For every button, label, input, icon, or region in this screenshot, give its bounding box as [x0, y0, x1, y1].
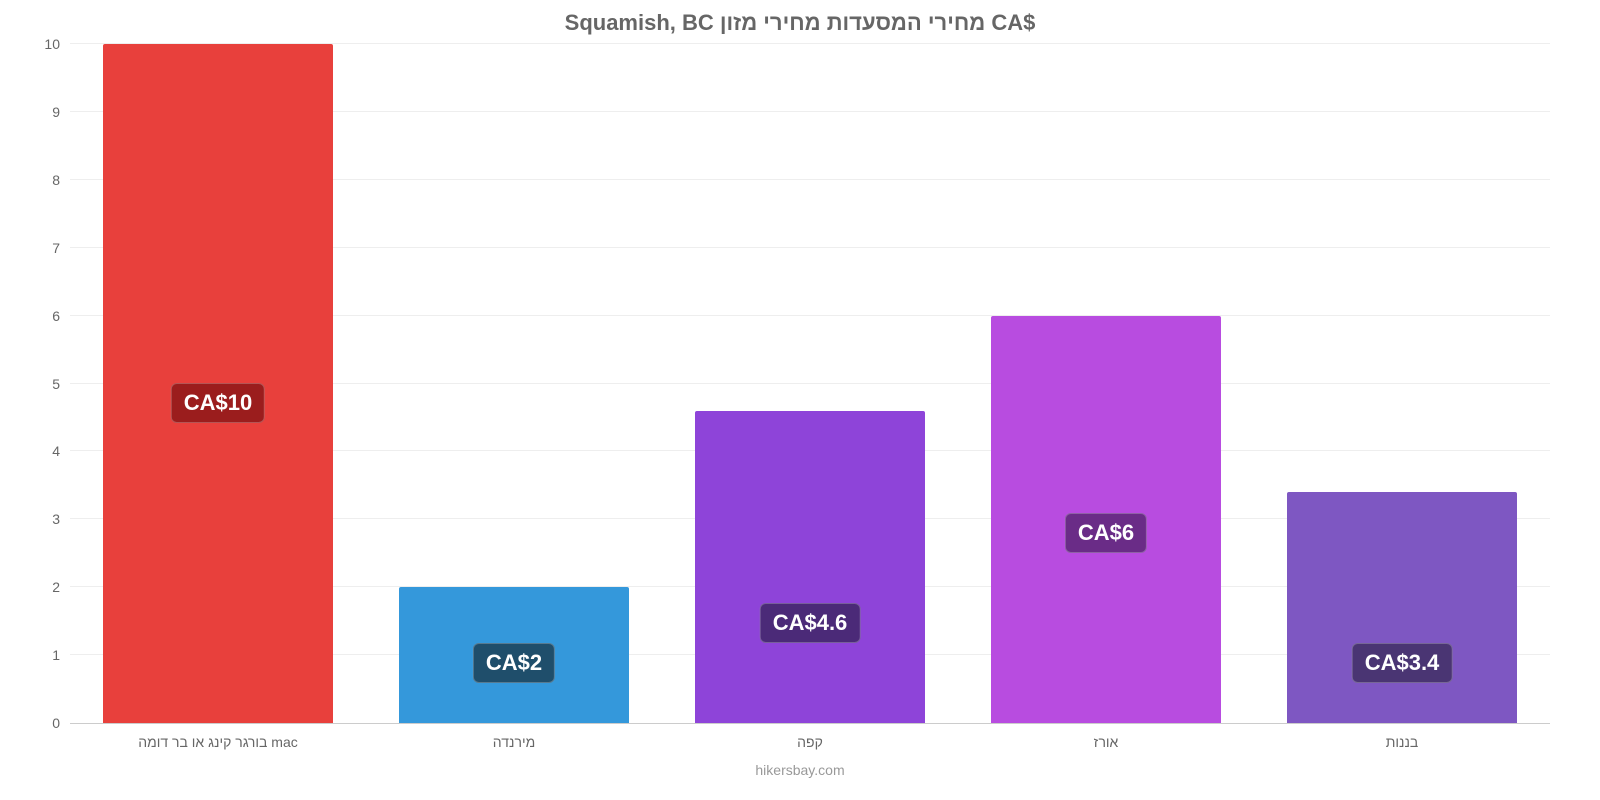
bar-value-label: CA$2	[473, 643, 555, 683]
bar-value-label: CA$6	[1065, 513, 1147, 553]
plot-area: 012345678910 CA$10CA$2CA$4.6CA$6CA$3.4	[70, 44, 1550, 724]
y-tick: 6	[30, 308, 60, 324]
bar-value-label: CA$10	[171, 383, 265, 423]
y-tick: 8	[30, 172, 60, 188]
chart-title: Squamish, BC מחירי המסעדות מחירי מזון CA…	[30, 10, 1570, 36]
y-tick: 0	[30, 715, 60, 731]
x-label: בורגר קינג או בר דומה mac	[70, 734, 366, 750]
x-label: מירנדה	[366, 734, 662, 750]
bar: CA$2	[399, 587, 630, 723]
y-tick: 2	[30, 579, 60, 595]
bar-slot: CA$3.4	[1254, 44, 1550, 723]
bar: CA$3.4	[1287, 492, 1518, 723]
bars-group: CA$10 CA$2 CA$4.6 CA$6 CA$3.4	[70, 44, 1550, 723]
bar: CA$6	[991, 316, 1222, 723]
bar-value-label: CA$4.6	[760, 603, 861, 643]
y-axis: 012345678910	[30, 44, 65, 723]
bar-slot: CA$2	[366, 44, 662, 723]
y-tick: 7	[30, 240, 60, 256]
y-tick: 1	[30, 647, 60, 663]
x-label: בננות	[1254, 734, 1550, 750]
y-tick: 9	[30, 104, 60, 120]
bar-slot: CA$10	[70, 44, 366, 723]
x-axis: בורגר קינג או בר דומה macמירנדהקפהאורזבנ…	[70, 734, 1550, 750]
x-label: אורז	[958, 734, 1254, 750]
x-label: קפה	[662, 734, 958, 750]
y-tick: 4	[30, 443, 60, 459]
bar-slot: CA$6	[958, 44, 1254, 723]
chart-container: Squamish, BC מחירי המסעדות מחירי מזון CA…	[30, 10, 1570, 790]
bar-slot: CA$4.6	[662, 44, 958, 723]
y-tick: 3	[30, 511, 60, 527]
y-tick: 5	[30, 376, 60, 392]
bar-value-label: CA$3.4	[1352, 643, 1453, 683]
bar: CA$4.6	[695, 411, 926, 723]
y-tick: 10	[30, 36, 60, 52]
attribution: hikersbay.com	[30, 762, 1570, 778]
bar: CA$10	[103, 44, 334, 723]
